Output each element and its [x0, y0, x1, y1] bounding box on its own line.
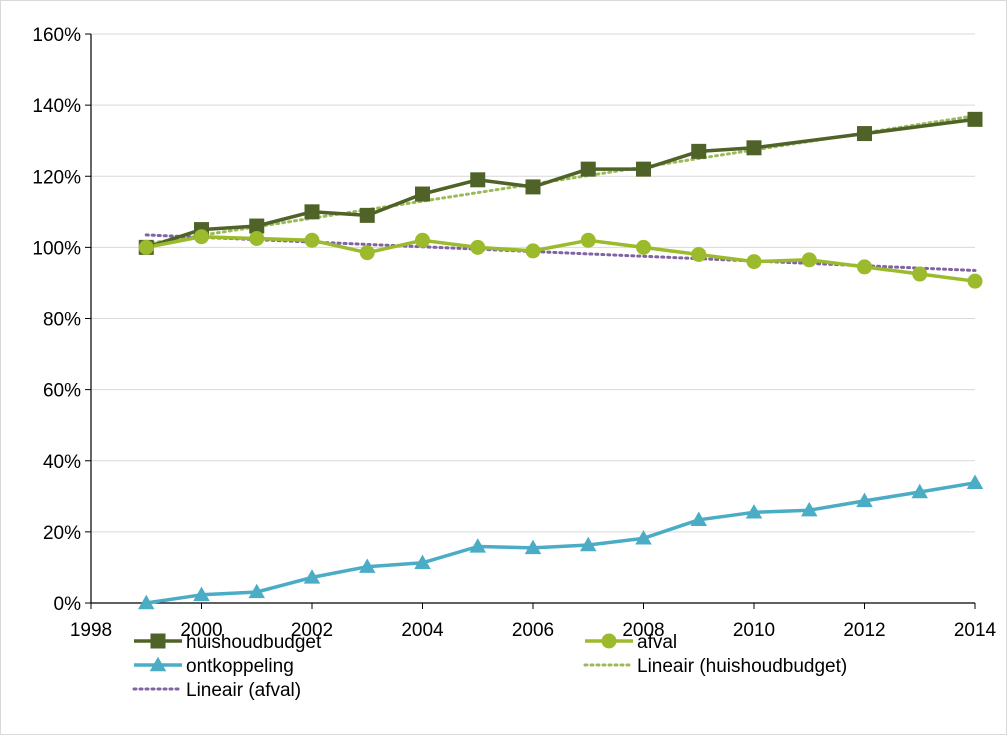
marker-ontkoppeling-2013 [911, 483, 928, 499]
y-tick-label-8: 160% [32, 25, 81, 46]
marker-afval-2002 [304, 232, 320, 248]
x-tick-label-5: 2008 [622, 620, 664, 641]
marker-ontkoppeling-2014 [966, 474, 984, 489]
marker-huishoudbudget-2001 [249, 218, 265, 234]
y-tick-label-6: 120% [32, 167, 81, 188]
marker-ontkoppeling-2000 [193, 586, 210, 602]
legend-label: afval [637, 632, 677, 653]
x-axis-tick-labels: 1998 2000 2002 2004 2006 2008 2010 2012 2014 [70, 620, 997, 641]
marker-ontkoppeling-2011 [801, 501, 818, 517]
legend-swatch-marker [150, 633, 166, 649]
marker-ontkoppeling-2004 [414, 554, 431, 570]
y-tick-label-0: 0% [54, 594, 82, 615]
marker-afval-2014 [967, 273, 983, 289]
legend-item-3: Lineair (huishoudbudget) [583, 656, 847, 677]
y-tick-label-4: 80% [43, 310, 81, 331]
marker-afval-2001 [249, 230, 265, 246]
marker-afval-2006 [525, 243, 541, 259]
marker-afval-2000 [194, 229, 209, 245]
marker-afval-2005 [470, 239, 486, 255]
marker-ontkoppeling-2003 [359, 558, 376, 573]
legend-label: ontkoppeling [186, 656, 294, 677]
marker-afval-2004 [415, 232, 430, 248]
marker-huishoudbudget-2008 [636, 161, 651, 177]
legend-item-0: huishoudbudget [134, 632, 322, 653]
marker-afval-2011 [801, 252, 817, 268]
marker-afval-2010 [746, 254, 762, 270]
marker-huishoudbudget-2007 [580, 161, 596, 177]
marker-huishoudbudget-2003 [359, 207, 375, 223]
marker-huishoudbudget-2006 [525, 179, 541, 195]
series-line-afval [145, 234, 976, 283]
marker-ontkoppeling-2002 [303, 569, 321, 584]
legend: huishoudbudget afval ontkoppeling Lineair (… [132, 632, 847, 701]
x-tick-label-0: 1998 [70, 620, 112, 641]
marker-ontkoppeling-2010 [745, 504, 763, 519]
marker-huishoudbudget-2004 [415, 186, 430, 202]
y-tick-label-2: 40% [43, 452, 81, 473]
marker-huishoudbudget-2010 [746, 140, 762, 156]
legend-label: Lineair (afval) [186, 680, 301, 701]
marker-ontkoppeling-2006 [524, 539, 542, 555]
legend-label: Lineair (huishoudbudget) [637, 656, 847, 677]
series-line-huishoudbudget [145, 117, 976, 250]
marker-ontkoppeling-2009 [690, 511, 707, 526]
series-markers [138, 111, 984, 610]
marker-ontkoppeling-2008 [635, 530, 652, 545]
marker-huishoudbudget-2012 [857, 126, 872, 142]
series-lines [145, 117, 976, 605]
x-tick-label-8: 2014 [954, 620, 997, 641]
marker-afval-2009 [691, 246, 707, 262]
x-tick-label-4: 2006 [512, 620, 554, 641]
marker-ontkoppeling-2012 [856, 492, 873, 508]
marker-afval-2008 [636, 239, 651, 255]
marker-afval-2013 [912, 266, 928, 282]
legend-item-1: afval [585, 632, 677, 653]
legend-swatch-marker [601, 633, 617, 649]
y-axis-tick-labels: 0% 20% 40% 60% 80% 100% 120% 140% 160% [32, 25, 81, 615]
series-line-ontkoppeling [146, 481, 976, 605]
marker-afval-2003 [359, 245, 375, 261]
marker-huishoudbudget-2014 [967, 111, 983, 127]
marker-afval-1999 [138, 239, 154, 255]
x-tick-label-6: 2010 [733, 620, 775, 641]
x-tick-label-7: 2012 [843, 620, 885, 641]
y-tick-label-1: 20% [43, 523, 81, 544]
x-tick-label-2: 2002 [291, 620, 333, 641]
marker-ontkoppeling-2001 [248, 583, 265, 599]
legend-item-2: ontkoppeling [134, 656, 294, 677]
y-tick-label-7: 140% [32, 96, 81, 117]
marker-ontkoppeling-1999 [138, 594, 155, 610]
marker-huishoudbudget-2002 [304, 204, 320, 220]
axes [85, 33, 976, 609]
legend-label: huishoudbudget [186, 632, 322, 653]
legend-item-4: Lineair (afval) [132, 680, 301, 701]
legend-swatch-marker [149, 656, 167, 672]
y-tick-label-5: 100% [32, 238, 81, 259]
marker-ontkoppeling-2005 [469, 538, 486, 553]
marker-afval-2007 [580, 232, 596, 248]
marker-ontkoppeling-2007 [580, 536, 597, 552]
x-tick-label-1: 2000 [180, 620, 222, 641]
gridlines [91, 33, 975, 533]
x-tick-label-3: 2004 [401, 620, 444, 641]
marker-huishoudbudget-2009 [691, 143, 707, 159]
y-tick-label-3: 60% [43, 381, 81, 402]
marker-huishoudbudget-2005 [470, 172, 486, 188]
marker-afval-2012 [857, 259, 872, 275]
